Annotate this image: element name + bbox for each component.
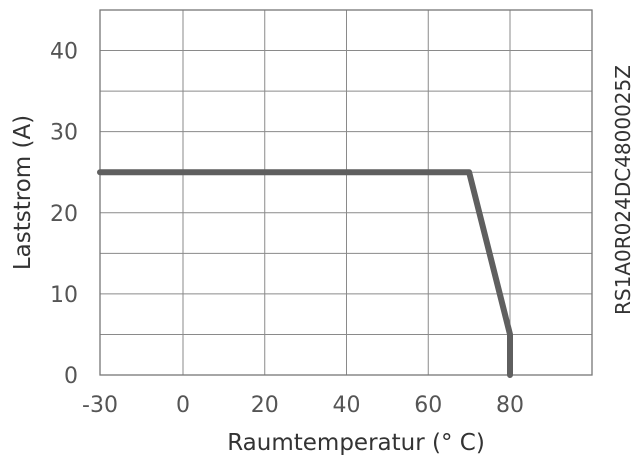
x-tick-label: 20 bbox=[251, 393, 279, 418]
y-axis-label: Laststrom (A) bbox=[10, 115, 36, 270]
series-layer bbox=[97, 169, 513, 378]
x-tick-label: 80 bbox=[496, 393, 524, 418]
x-axis-tick-labels: -30 0 20 40 60 80 bbox=[82, 393, 524, 418]
x-tick-label: 40 bbox=[333, 393, 361, 418]
x-tick-label: -30 bbox=[82, 393, 118, 418]
plot-area-frame bbox=[99, 9, 593, 376]
series-line-0 bbox=[97, 169, 513, 378]
x-tick-label: 60 bbox=[414, 393, 442, 418]
part-number-label: RS1A0R024DC4800025Z bbox=[611, 65, 635, 315]
grid bbox=[100, 10, 592, 375]
x-axis-label: Raumtemperatur (° C) bbox=[227, 430, 485, 456]
x-tick-label: 0 bbox=[176, 393, 190, 418]
y-tick-label: 20 bbox=[50, 202, 78, 227]
y-axis-tick-labels: 0 10 20 30 40 bbox=[50, 40, 78, 389]
y-tick-label: 0 bbox=[64, 364, 78, 389]
y-tick-label: 30 bbox=[50, 121, 78, 146]
y-tick-label: 10 bbox=[50, 283, 78, 308]
y-tick-label: 40 bbox=[50, 40, 78, 65]
